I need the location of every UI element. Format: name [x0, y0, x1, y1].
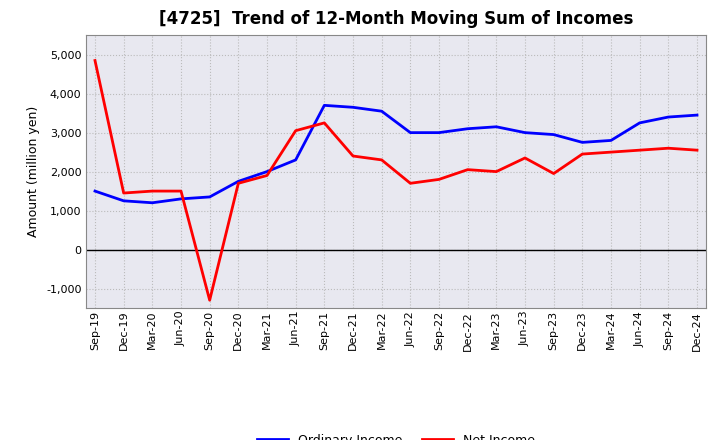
Net Income [263, 173, 271, 178]
Net Income [348, 154, 357, 159]
Ordinary Income [406, 130, 415, 135]
Net Income [492, 169, 500, 174]
Net Income [234, 181, 243, 186]
Net Income [91, 58, 99, 63]
Ordinary Income [320, 103, 328, 108]
Net Income [148, 188, 157, 194]
Ordinary Income [435, 130, 444, 135]
Ordinary Income [120, 198, 128, 203]
Ordinary Income [549, 132, 558, 137]
Net Income [578, 151, 587, 157]
Net Income [205, 297, 214, 303]
Net Income [607, 150, 616, 155]
Y-axis label: Amount (million yen): Amount (million yen) [27, 106, 40, 237]
Title: [4725]  Trend of 12-Month Moving Sum of Incomes: [4725] Trend of 12-Month Moving Sum of I… [159, 10, 633, 28]
Ordinary Income [521, 130, 529, 135]
Net Income [120, 191, 128, 196]
Ordinary Income [464, 126, 472, 132]
Ordinary Income [91, 188, 99, 194]
Ordinary Income [205, 194, 214, 200]
Net Income [635, 147, 644, 153]
Net Income [693, 147, 701, 153]
Line: Ordinary Income: Ordinary Income [95, 105, 697, 203]
Ordinary Income [492, 124, 500, 129]
Net Income [320, 120, 328, 125]
Net Income [176, 188, 185, 194]
Ordinary Income [635, 120, 644, 125]
Ordinary Income [578, 140, 587, 145]
Ordinary Income [176, 196, 185, 202]
Ordinary Income [148, 200, 157, 205]
Ordinary Income [377, 109, 386, 114]
Net Income [521, 155, 529, 161]
Ordinary Income [693, 113, 701, 118]
Legend: Ordinary Income, Net Income: Ordinary Income, Net Income [252, 429, 540, 440]
Net Income [435, 177, 444, 182]
Net Income [406, 181, 415, 186]
Ordinary Income [292, 157, 300, 162]
Ordinary Income [263, 169, 271, 174]
Ordinary Income [664, 114, 672, 120]
Ordinary Income [348, 105, 357, 110]
Ordinary Income [234, 179, 243, 184]
Net Income [377, 157, 386, 162]
Net Income [464, 167, 472, 172]
Net Income [292, 128, 300, 133]
Ordinary Income [607, 138, 616, 143]
Line: Net Income: Net Income [95, 61, 697, 300]
Net Income [664, 146, 672, 151]
Net Income [549, 171, 558, 176]
